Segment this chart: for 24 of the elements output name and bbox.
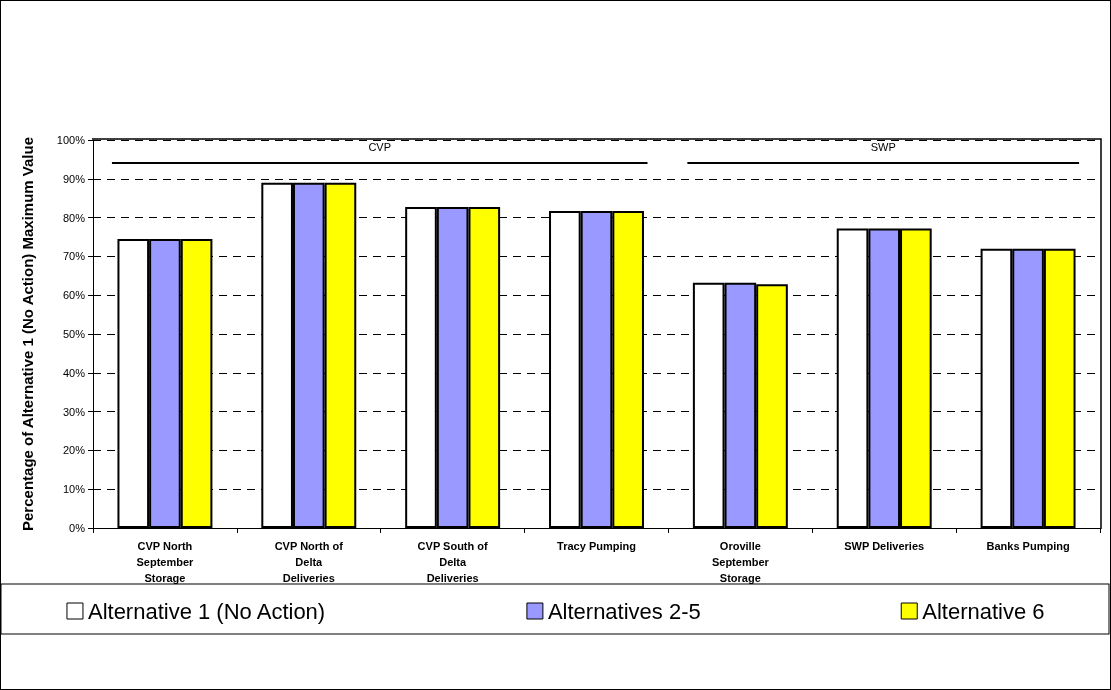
y-tick-label: 30%	[62, 405, 86, 418]
x-tick-label: Oroville September Storage	[711, 540, 770, 584]
x-tick-label: CVP North September Storage	[136, 540, 195, 584]
legend-label: Alternative 1 (No Action)	[87, 598, 326, 624]
x-tick-label: Tracy Pumping	[557, 540, 636, 552]
y-tick-label: 50%	[62, 328, 86, 340]
y-tick-label: 10%	[62, 483, 86, 496]
y-tick-label: 20%	[62, 444, 86, 457]
legend-label: Alternatives 2-5	[547, 598, 701, 624]
y-tick-label: 90%	[62, 172, 86, 185]
y-tick-label: 0%	[69, 522, 86, 534]
x-tick-label: CVP North of Delta Deliveries	[274, 540, 344, 584]
annotation: CVP	[368, 141, 392, 153]
y-tick-label: 60%	[62, 289, 86, 302]
y-tick-label: 40%	[62, 366, 86, 379]
y-tick-label: 70%	[62, 250, 86, 263]
legend-label: Alternative 6	[922, 598, 1045, 624]
annotation: SWP	[870, 141, 896, 153]
x-tick-label: CVP South of Delta Deliveries	[417, 540, 489, 584]
x-tick-label: Banks Pumping	[986, 540, 1070, 552]
x-tick-label: SWP Deliveries	[844, 540, 925, 552]
y-tick-label: 80%	[62, 211, 86, 224]
y-axis-title: Percentage of Alternative 1 (No Action) Maximum Value	[19, 137, 36, 531]
y-tick-label: 100%	[56, 134, 86, 146]
